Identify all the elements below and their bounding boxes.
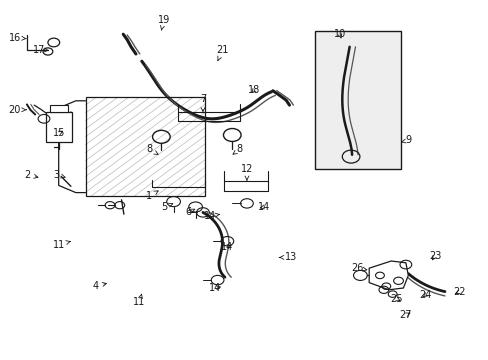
Polygon shape: [368, 261, 407, 290]
Text: 5: 5: [161, 202, 172, 212]
Text: 27: 27: [399, 310, 411, 320]
Bar: [315, 31, 400, 169]
Text: 6: 6: [185, 207, 194, 217]
Text: 20: 20: [8, 105, 26, 115]
Text: 23: 23: [428, 251, 441, 261]
Text: 18: 18: [247, 85, 260, 95]
Text: 14: 14: [221, 242, 233, 252]
Bar: [85, 97, 205, 196]
Text: 7: 7: [200, 94, 205, 112]
Text: 8: 8: [146, 144, 158, 154]
Text: 25: 25: [389, 294, 402, 304]
Text: 11: 11: [52, 240, 70, 250]
Text: 12: 12: [240, 164, 253, 180]
Bar: [50, 105, 68, 112]
Text: 14: 14: [208, 283, 221, 293]
Text: 9: 9: [401, 135, 410, 145]
Text: 24: 24: [418, 290, 431, 300]
Text: 1: 1: [146, 191, 158, 201]
Text: 2: 2: [24, 170, 38, 180]
Text: 14: 14: [203, 211, 219, 221]
Text: 22: 22: [452, 287, 465, 297]
Text: 15: 15: [52, 128, 65, 138]
Text: 16: 16: [8, 33, 26, 43]
Bar: [46, 112, 72, 142]
Text: 21: 21: [216, 45, 228, 61]
Text: 19: 19: [157, 15, 170, 30]
Text: 17: 17: [33, 45, 48, 55]
Text: 4: 4: [92, 281, 106, 291]
Text: 11: 11: [133, 294, 145, 307]
Text: 10: 10: [333, 29, 346, 39]
Text: 26: 26: [350, 263, 366, 273]
Text: 13: 13: [279, 252, 297, 262]
Text: 14: 14: [257, 202, 270, 212]
Text: 8: 8: [233, 144, 242, 154]
Text: 3: 3: [53, 170, 65, 180]
